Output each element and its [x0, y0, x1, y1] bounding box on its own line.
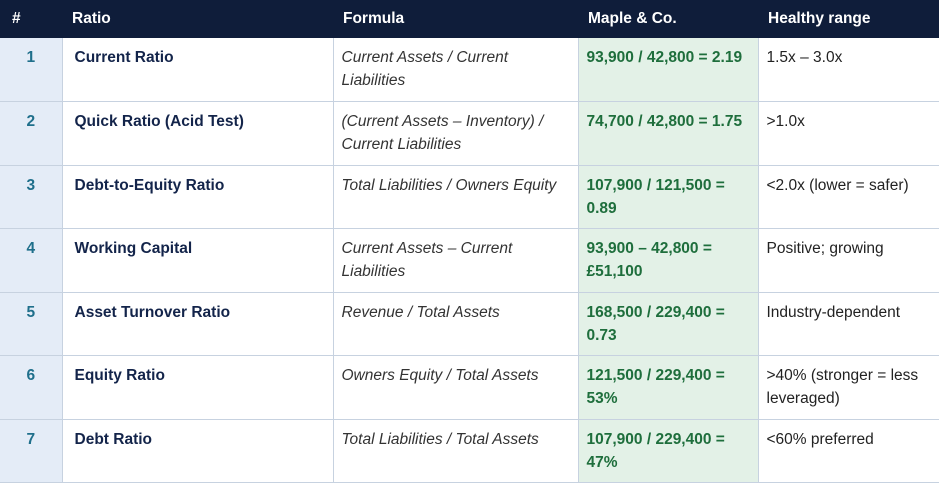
- healthy-range: >40% (stronger = less leveraged): [757, 355, 939, 420]
- healthy-range: Positive; growing: [757, 228, 939, 293]
- header-cell: #: [0, 0, 62, 38]
- table-row: 1 Current Ratio Current Assets / Current L…: [0, 38, 939, 102]
- header-cell: Maple & Co.: [578, 0, 758, 38]
- formula: Revenue / Total Assets: [332, 292, 578, 356]
- ratio-name: Asset Turnover Ratio: [61, 292, 333, 356]
- row-number: 7: [0, 419, 62, 483]
- formula: Owners Equity / Total Assets: [332, 355, 578, 420]
- company-value: 121,500 / 229,400 = 53%: [577, 355, 758, 420]
- company-value: 74,700 / 42,800 = 1.75: [577, 101, 758, 166]
- company-value: 93,900 – 42,800 = £51,100: [577, 228, 758, 293]
- row-number: 1: [0, 38, 62, 102]
- healthy-range: <2.0x (lower = safer): [757, 165, 939, 229]
- table-header: # Ratio Formula Maple & Co. Healthy range: [0, 0, 939, 38]
- ratio-name: Equity Ratio: [61, 355, 333, 420]
- row-number: 6: [0, 355, 62, 420]
- ratio-name: Quick Ratio (Acid Test): [61, 101, 333, 166]
- healthy-range: <60% preferred: [757, 419, 939, 483]
- formula: (Current Assets – Inventory) / Current L…: [332, 101, 578, 166]
- row-number: 3: [0, 165, 62, 229]
- healthy-range: 1.5x – 3.0x: [757, 38, 939, 102]
- header-row: # Ratio Formula Maple & Co. Healthy range: [0, 0, 939, 38]
- company-value: 93,900 / 42,800 = 2.19: [577, 38, 758, 102]
- row-number: 5: [0, 292, 62, 356]
- header-cell: Ratio: [62, 0, 333, 38]
- formula: Current Assets – Current Liabilities: [332, 228, 578, 293]
- table-row: 2 Quick Ratio (Acid Test) (Current Assets …: [0, 101, 939, 166]
- header-cell: Healthy range: [758, 0, 939, 38]
- table-row: 6 Equity Ratio Owners Equity / Total Asset…: [0, 355, 939, 420]
- formula: Total Liabilities / Owners Equity: [332, 165, 578, 229]
- company-value: 107,900 / 229,400 = 47%: [577, 419, 758, 483]
- healthy-range: >1.0x: [757, 101, 939, 166]
- header-cell: Formula: [333, 0, 578, 38]
- ratio-name: Debt Ratio: [61, 419, 333, 483]
- formula: Total Liabilities / Total Assets: [332, 419, 578, 483]
- table-row: 5 Asset Turnover Ratio Revenue / Total Ass…: [0, 292, 939, 356]
- company-value: 168,500 / 229,400 = 0.73: [577, 292, 758, 356]
- healthy-range: Industry-dependent: [757, 292, 939, 356]
- ratio-name: Debt-to-Equity Ratio: [61, 165, 333, 229]
- row-number: 4: [0, 228, 62, 293]
- table-row: 4 Working Capital Current Assets – Current…: [0, 228, 939, 293]
- ratio-name: Working Capital: [61, 228, 333, 293]
- table-body: 1 Current Ratio Current Assets / Current L…: [0, 38, 939, 483]
- table-row: 3 Debt-to-Equity Ratio Total Liabilities /…: [0, 165, 939, 229]
- row-number: 2: [0, 101, 62, 166]
- table-row: 7 Debt Ratio Total Liabilities / Total Ass…: [0, 419, 939, 483]
- company-value: 107,900 / 121,500 = 0.89: [577, 165, 758, 229]
- formula: Current Assets / Current Liabilities: [332, 38, 578, 102]
- ratio-name: Current Ratio: [61, 38, 333, 102]
